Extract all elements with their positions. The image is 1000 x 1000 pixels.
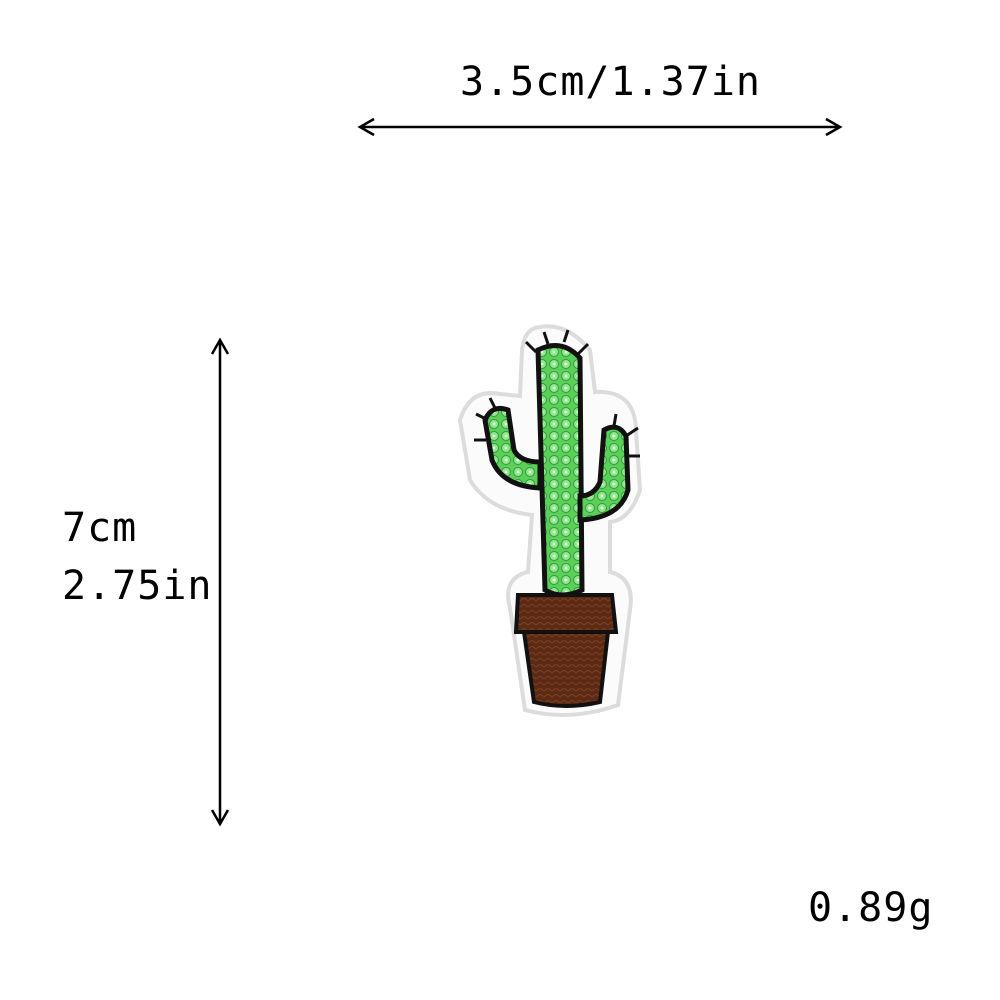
height-in-label: 2.75in: [62, 563, 213, 609]
height-cm-label: 7cm: [62, 505, 138, 551]
weight-label: 0.89g: [808, 885, 934, 931]
width-dimension-label: 3.5cm/1.37in: [460, 59, 761, 105]
cactus-patch-image: [457, 324, 643, 717]
